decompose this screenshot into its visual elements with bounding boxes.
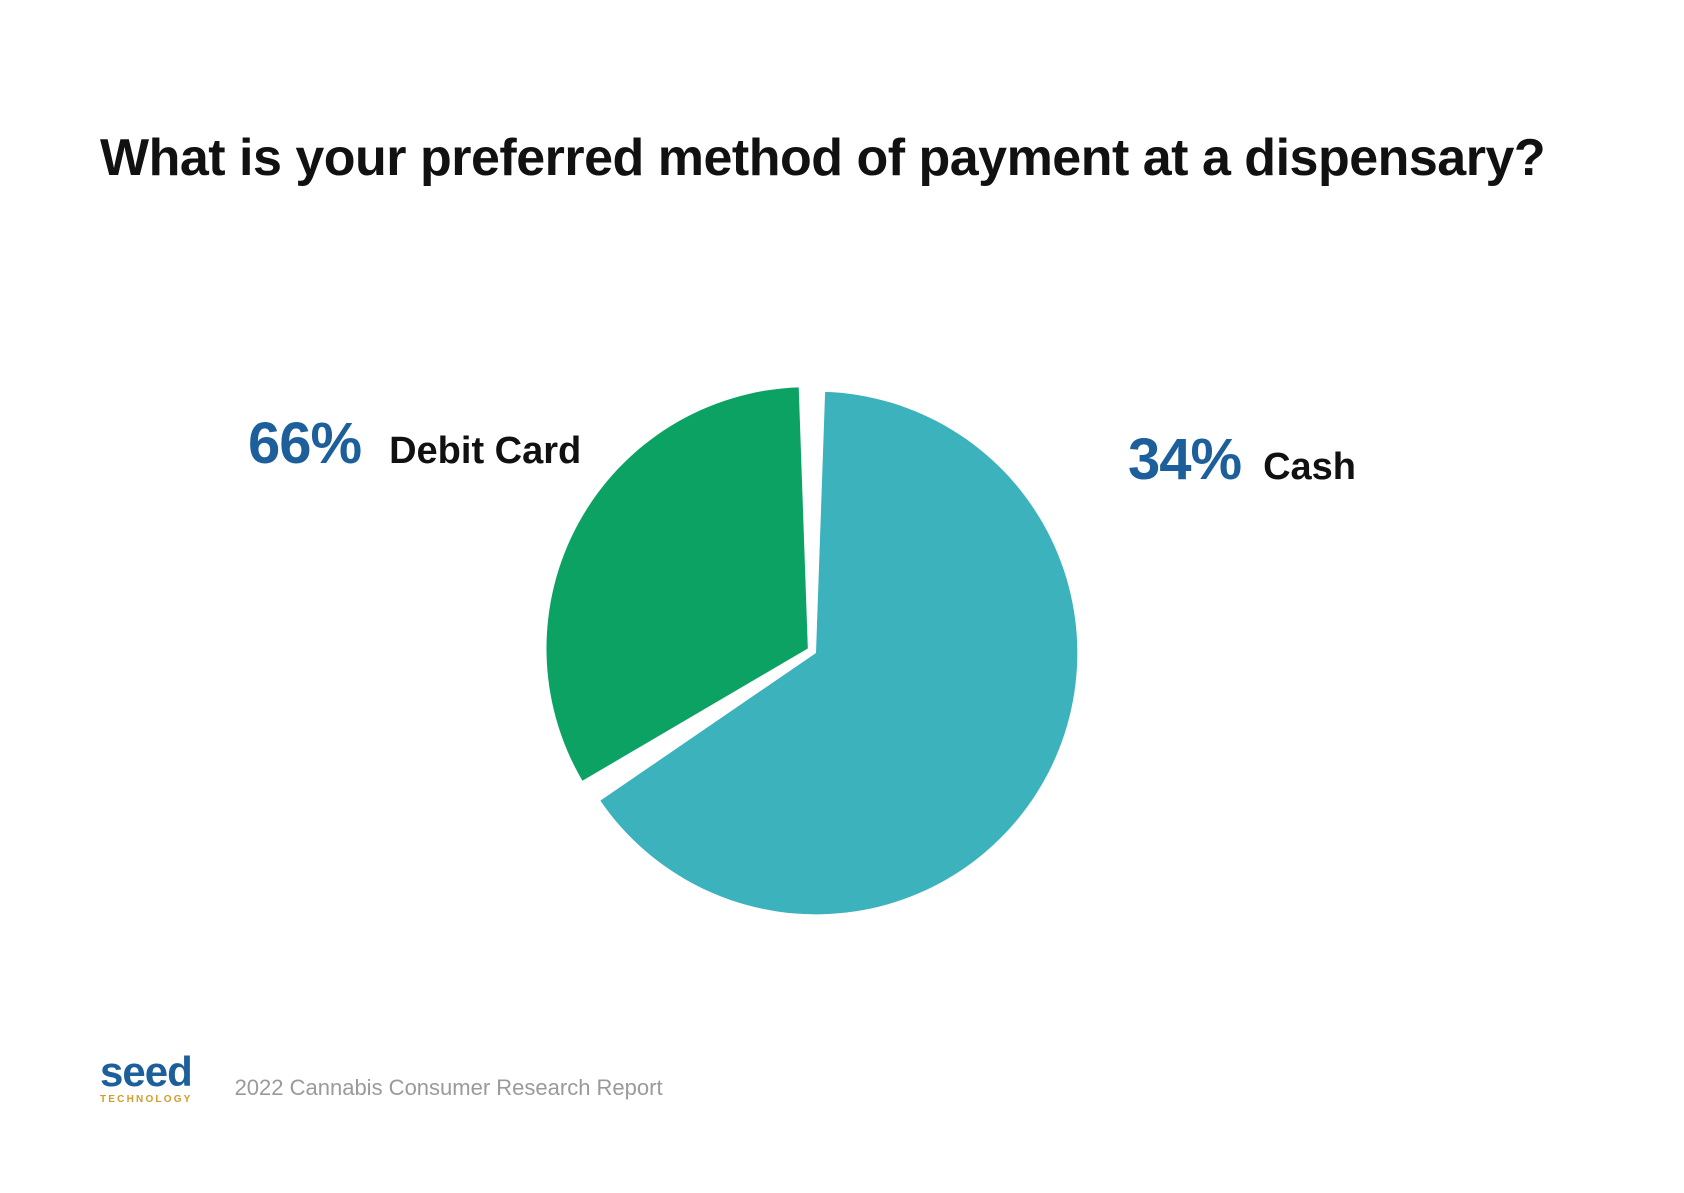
page: What is your preferred method of payment… bbox=[0, 0, 1684, 1193]
logo-main-text: seed bbox=[100, 1051, 192, 1093]
slice-label-cash: 34% Cash bbox=[1128, 426, 1356, 493]
chart-area: 66% Debit Card 34% Cash bbox=[0, 0, 1684, 1193]
slice-name-cash: Cash bbox=[1263, 446, 1356, 489]
slice-label-debit-card: 66% Debit Card bbox=[248, 410, 581, 477]
slice-name-debit-card: Debit Card bbox=[389, 430, 581, 473]
footer: seed TECHNOLOGY 2022 Cannabis Consumer R… bbox=[100, 1051, 663, 1105]
logo: seed TECHNOLOGY bbox=[100, 1051, 193, 1105]
slice-percent-debit-card: 66% bbox=[248, 410, 361, 477]
slice-percent-cash: 34% bbox=[1128, 426, 1241, 493]
logo-sub-text: TECHNOLOGY bbox=[100, 1095, 193, 1105]
footer-source-text: 2022 Cannabis Consumer Research Report bbox=[235, 1075, 663, 1105]
pie-chart bbox=[536, 373, 1096, 933]
